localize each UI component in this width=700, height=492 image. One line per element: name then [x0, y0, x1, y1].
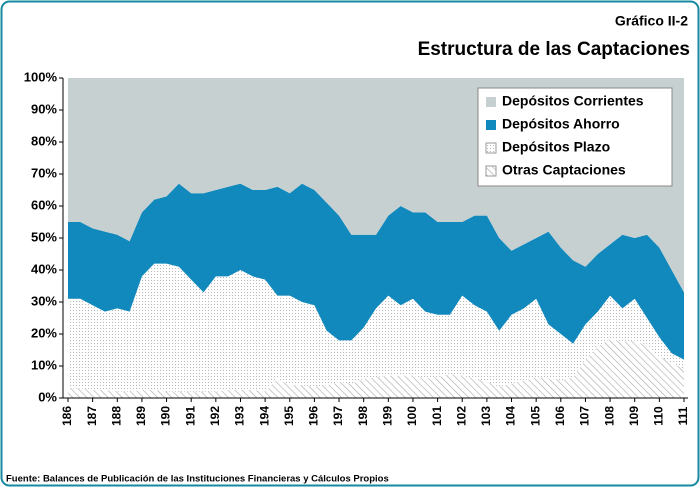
x-tick-label: 193 — [233, 406, 247, 426]
area — [68, 183, 684, 360]
source-note: Fuente: Balances de Publicación de las I… — [6, 474, 389, 485]
x-tick-label: 106 — [553, 406, 567, 426]
x-tick-label: 104 — [504, 406, 518, 426]
y-tick-label: 80% — [31, 133, 57, 148]
legend-box — [477, 87, 673, 187]
x-tick-label: 111 — [676, 406, 690, 425]
x-tick-label: 102 — [454, 406, 468, 426]
y-tick-label: 70% — [31, 165, 57, 180]
x-tick-label: 190 — [159, 406, 173, 426]
x-tick-label: 196 — [307, 406, 321, 426]
x-tick-label: 109 — [627, 406, 641, 426]
x-tick-label: 103 — [479, 406, 493, 426]
x-tick-label: 105 — [528, 406, 542, 426]
y-tick-label: 10% — [31, 357, 57, 372]
x-tick-label: 198 — [356, 406, 370, 426]
y-tick-label: 0% — [38, 389, 57, 404]
y-tick-label: 30% — [31, 293, 57, 308]
legend-label: Depósitos Corrientes — [502, 93, 644, 109]
x-tick-label: 189 — [134, 406, 148, 426]
legend-swatch — [486, 97, 496, 107]
area — [68, 263, 684, 392]
x-tick-label: 100 — [405, 406, 419, 426]
y-tick-label: 90% — [31, 101, 57, 116]
x-tick-label: 194 — [257, 406, 271, 426]
x-tick-label: 199 — [380, 406, 394, 426]
area — [68, 338, 684, 398]
x-tick-label: 186 — [60, 406, 74, 426]
legend-swatch — [486, 120, 496, 130]
y-tick-label: 50% — [31, 229, 57, 244]
x-tick-label: 107 — [578, 406, 592, 426]
x-tick-label: 192 — [208, 406, 222, 426]
x-tick-label: 108 — [602, 406, 616, 426]
y-tick-label: 40% — [31, 261, 57, 276]
y-tick-label: 100% — [24, 69, 58, 84]
legend-label: Otras Captaciones — [502, 162, 626, 178]
y-tick-label: 60% — [31, 197, 57, 212]
legend-label: Depósitos Ahorro — [502, 116, 620, 132]
legend-label: Depósitos Plazo — [502, 139, 610, 155]
x-tick-label: 187 — [85, 406, 99, 426]
y-tick-label: 20% — [31, 325, 57, 340]
x-tick-label: 110 — [652, 406, 666, 426]
chart-title: Estructura de las Captaciones — [418, 39, 690, 60]
x-tick-label: 197 — [331, 406, 345, 426]
chart-subtitle: Gráfico II-2 — [615, 13, 688, 29]
x-tick-label: 188 — [109, 406, 123, 426]
x-tick-label: 195 — [282, 406, 296, 426]
legend-swatch — [485, 142, 497, 154]
x-tick-label: 101 — [430, 406, 444, 426]
x-tick-label: 191 — [183, 406, 197, 426]
legend-swatch — [485, 165, 497, 177]
